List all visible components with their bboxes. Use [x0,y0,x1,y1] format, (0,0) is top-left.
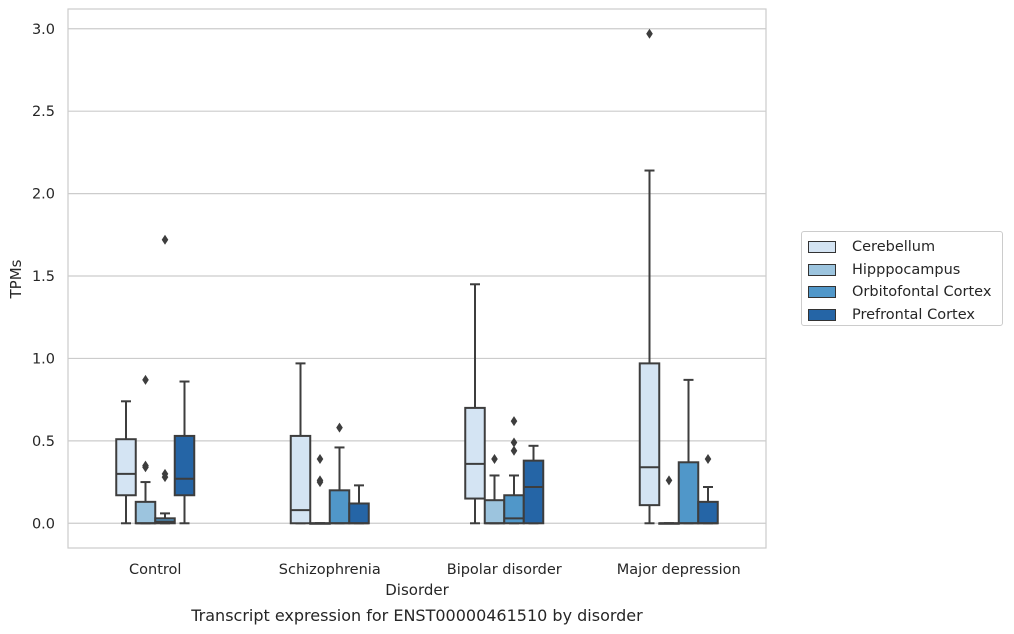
x-axis-label: Disorder [385,581,449,599]
outlier-point [161,472,169,483]
box [638,362,661,507]
box [173,434,196,497]
box [697,500,719,525]
outlier-point [142,462,149,473]
x-tick-label: Bipolar disorder [447,562,562,578]
legend-swatch [808,309,836,322]
legend-item: Cerebellum [808,236,1002,259]
box [328,489,351,525]
box [464,406,486,500]
x-tick-label: Major depression [617,562,741,578]
outlier-point [316,477,324,488]
figure-caption: Transcript expression for ENST0000046151… [191,606,643,625]
box [115,438,137,497]
outlier-point [316,453,324,464]
y-axis-label: TPMs [7,259,25,299]
y-tick-label: 1.0 [32,351,55,367]
legend-label: Prefrontal Cortex [852,307,975,324]
outlier-point [142,374,149,385]
outlier-point [336,422,343,433]
legend-swatch [808,241,836,254]
outlier-point [510,437,518,448]
plot-frame [67,8,767,549]
legend-label: Hipppocampus [852,261,961,278]
y-tick-label: 2.5 [32,104,55,120]
x-tick-labels: Control Schizophrenia Bipolar disorder Majo… [129,562,741,578]
box-series [115,28,719,525]
y-tick-label: 0.5 [32,434,55,450]
legend-item: Prefrontal Cortex [808,304,1002,327]
legend: Cerebellum Hipppocampus Orbitofontal Cor… [801,231,1003,326]
y-tick-label: 3.0 [32,22,55,38]
box [677,461,700,525]
y-tick-labels: 0.0 0.5 1.0 1.5 2.0 2.5 3.0 [32,22,55,532]
legend-swatch [808,286,836,299]
legend-item: Hipppocampus [808,259,1002,282]
box [289,434,312,525]
y-tick-label: 0.0 [32,516,55,532]
x-tick-label: Control [129,562,181,578]
legend-label: Orbitofontal Cortex [852,284,992,301]
legend-label: Cerebellum [852,239,936,256]
box [134,500,157,525]
box [348,502,370,525]
outlier-point [646,28,653,39]
outlier-point [704,453,712,464]
box [522,459,545,525]
outlier-point [161,234,169,245]
legend-item: Orbitofontal Cortex [808,281,1002,304]
x-tick-label: Schizophrenia [279,562,381,578]
grid-lines [68,28,766,524]
legend-swatch [808,263,836,276]
box [483,499,506,525]
outlier-point [491,453,498,464]
y-tick-label: 1.5 [32,269,55,285]
outlier-point [665,475,673,486]
y-tick-label: 2.0 [32,187,55,203]
outlier-point [510,445,518,456]
outlier-point [510,416,518,427]
